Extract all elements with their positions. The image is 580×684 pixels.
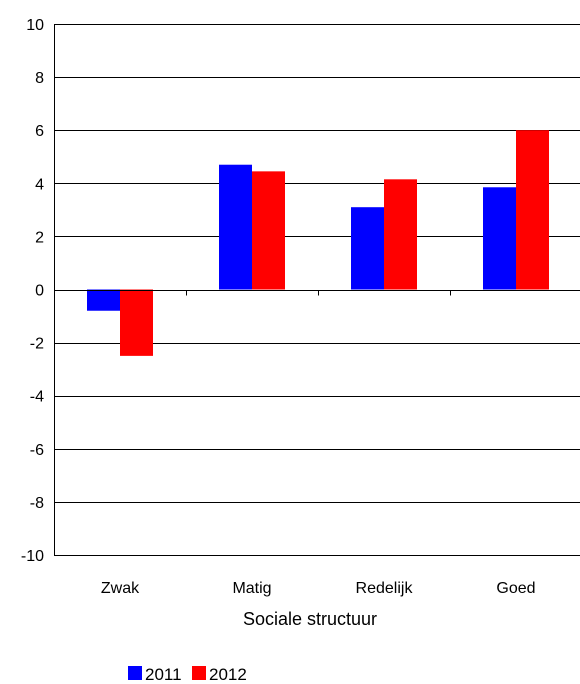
bar-2011-redelijk <box>351 207 384 290</box>
y-tick-label-8: -6 <box>30 442 44 459</box>
bar-2012-zwak <box>120 289 153 356</box>
x-axis-category-labels: Zwak Matig Redelijk Goed <box>101 580 536 597</box>
y-tick-label-1: 8 <box>35 70 44 87</box>
bar-2011-zwak <box>87 289 120 311</box>
y-tick-label-0: 10 <box>26 17 44 34</box>
bar-2012-matig <box>252 171 285 290</box>
y-tick-label-6: -2 <box>30 336 44 353</box>
x-axis-title: Sociale structuur <box>243 609 377 629</box>
legend: 2011 2012 <box>128 665 247 684</box>
y-tick-label-3: 4 <box>35 176 44 193</box>
x-tick-label-redelijk: Redelijk <box>356 580 414 597</box>
y-tick-label-10: -10 <box>21 548 44 565</box>
y-tick-label-2: 6 <box>35 123 44 140</box>
x-axis-ticks <box>186 290 451 296</box>
legend-swatch-2012 <box>192 666 206 680</box>
x-tick-label-matig: Matig <box>232 580 271 597</box>
y-tick-label-9: -8 <box>30 495 44 512</box>
bar-2011-matig <box>219 164 252 290</box>
x-tick-label-zwak: Zwak <box>101 580 140 597</box>
legend-label-2012: 2012 <box>209 665 247 684</box>
y-tick-label-7: -4 <box>30 389 44 406</box>
x-tick-label-goed: Goed <box>496 580 535 597</box>
bar-2012-redelijk <box>384 179 417 290</box>
y-tick-label-5: 0 <box>35 283 44 300</box>
y-tick-label-4: 2 <box>35 229 44 246</box>
legend-swatch-2011 <box>128 666 142 680</box>
y-axis-tick-labels: 10 8 6 4 2 0 -2 -4 -6 -8 -10 <box>21 17 44 565</box>
legend-label-2011: 2011 <box>145 665 182 684</box>
bars <box>87 130 549 356</box>
bar-2011-goed <box>483 187 516 290</box>
bar-2012-goed <box>516 130 549 290</box>
